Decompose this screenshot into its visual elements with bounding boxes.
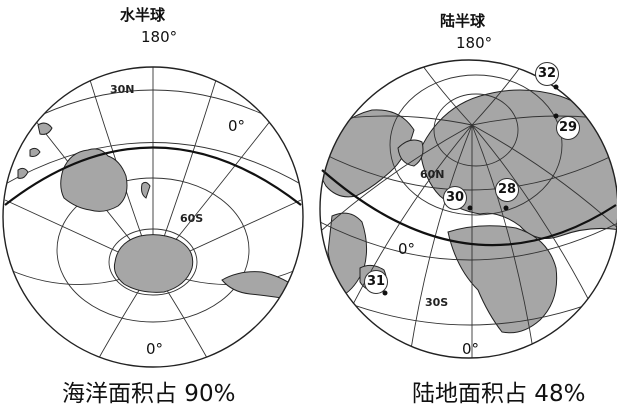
- right-equator-label: 0°: [398, 240, 416, 258]
- marker-28: 28: [495, 178, 519, 202]
- south-america-tip-shape: [221, 271, 295, 301]
- left-title: 水半球: [120, 6, 166, 24]
- marker-31: 31: [364, 270, 388, 294]
- islands-shape-2: [29, 147, 41, 157]
- eurasia-shape: [419, 89, 617, 239]
- marker-32: 32: [535, 62, 559, 86]
- antarctica-shape: [113, 234, 194, 293]
- left-lat-60s-label: 60S: [180, 212, 204, 225]
- water-hemisphere-globe: [2, 66, 304, 368]
- left-landmasses: [17, 122, 295, 301]
- africa-shape: [447, 225, 558, 334]
- left-equator-label: 0°: [228, 117, 246, 135]
- marker-29: 29: [556, 116, 580, 140]
- islands-shape-1: [37, 122, 53, 135]
- left-equator-line: [4, 146, 302, 206]
- right-bottom-meridian-label: 0°: [462, 340, 480, 358]
- australia-shape: [60, 148, 128, 212]
- left-globe-outline: [2, 66, 304, 368]
- left-top-meridian-label: 180°: [141, 28, 178, 46]
- nz-shape: [141, 181, 151, 199]
- greenland-shape: [397, 139, 424, 167]
- right-location-dots: [382, 84, 559, 296]
- right-caption: 陆地面积占 48%: [412, 381, 586, 407]
- right-lat-30s-label: 30S: [425, 296, 449, 309]
- right-globe-outline: [319, 59, 617, 359]
- right-equator-line: [321, 169, 617, 247]
- land-hemisphere-globe: [319, 59, 617, 359]
- right-lat-60n-label: 60N: [420, 168, 445, 181]
- left-caption: 海洋面积占 90%: [62, 381, 236, 407]
- islands-shape-3: [17, 167, 29, 179]
- right-title: 陆半球: [440, 12, 486, 30]
- right-top-meridian-label: 180°: [456, 34, 493, 52]
- left-bottom-meridian-label: 0°: [146, 340, 164, 358]
- marker-30: 30: [443, 186, 467, 210]
- left-lat-30n-label: 30N: [110, 83, 135, 96]
